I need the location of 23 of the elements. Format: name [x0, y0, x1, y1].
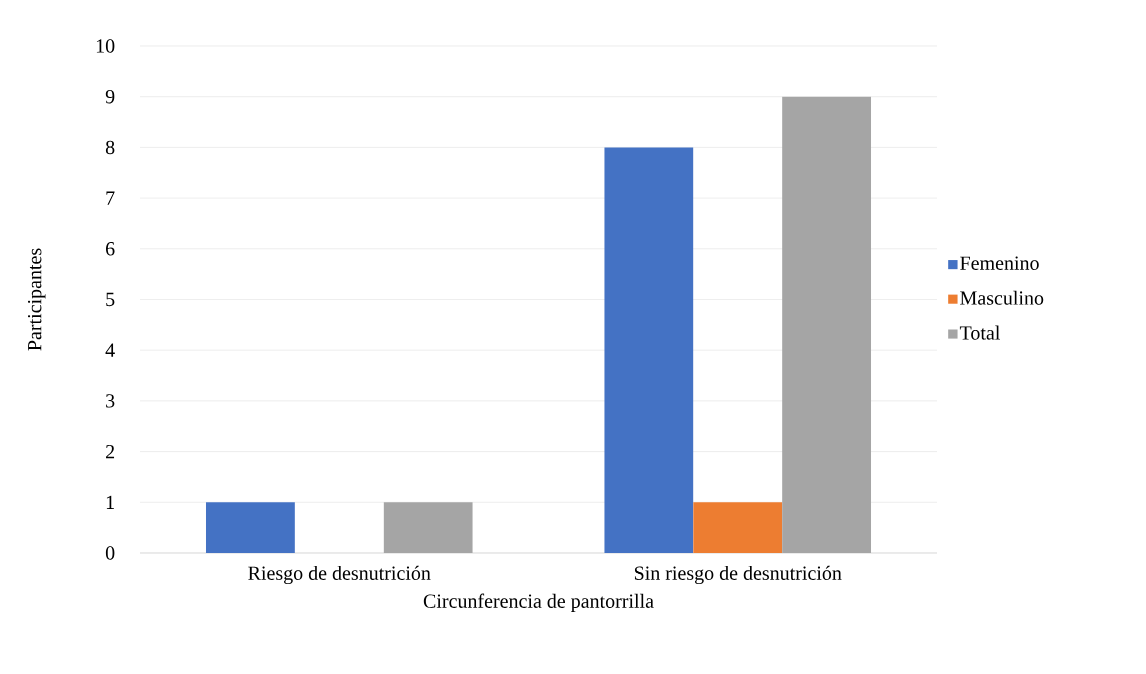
legend-label: Femenino	[960, 256, 1039, 270]
bar	[205, 502, 295, 553]
y-tick-label: 8	[105, 140, 115, 155]
x-tick-label: Riesgo de desnutrición	[248, 565, 431, 585]
bar	[383, 502, 473, 553]
y-tick-label: 9	[105, 89, 115, 104]
x-axis-title: Circunferencia de pantorrilla	[423, 593, 654, 612]
y-tick-label: 0	[105, 546, 115, 560]
y-tick-label: 2	[106, 444, 115, 459]
bar	[782, 96, 872, 553]
y-tick-label: 5	[106, 292, 115, 307]
y-tick-label: 4	[105, 343, 115, 357]
y-tick-label: 3	[106, 394, 115, 408]
bar	[604, 147, 694, 553]
y-tick-label: 7	[106, 191, 115, 205]
y-axis-title: Participantes	[27, 248, 46, 351]
y-tick-label: 6	[106, 242, 115, 256]
y-tick-label: 10	[96, 39, 115, 53]
x-tick-label: Sin riesgo de desnutrición	[634, 565, 842, 585]
bar	[693, 502, 783, 553]
y-tick-label: 1	[106, 495, 114, 509]
legend-label: Masculino	[960, 290, 1044, 305]
legend-label: Total	[959, 325, 1000, 340]
